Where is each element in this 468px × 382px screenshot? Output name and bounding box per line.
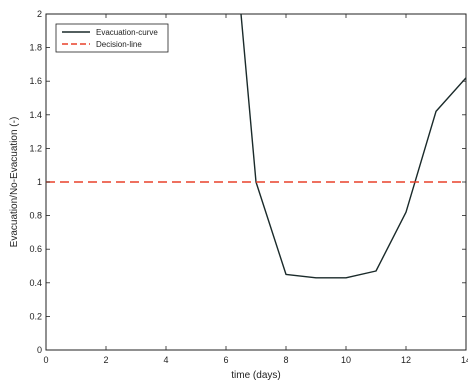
y-tick-label: 0.4: [29, 278, 42, 288]
x-tick-label: 2: [103, 355, 108, 365]
x-tick-label: 8: [283, 355, 288, 365]
y-tick-label: 1.8: [29, 43, 42, 53]
series-layer: [46, 14, 466, 279]
y-tick-label: 1.4: [29, 110, 42, 120]
y-tick-label: 0.2: [29, 311, 42, 321]
legend: Evacuation-curve Decision-line: [55, 23, 169, 53]
legend-label-decision-line: Decision-line: [96, 40, 142, 49]
series-line-evacuation-curve: [240, 14, 466, 279]
x-tick-label: 12: [401, 355, 411, 365]
y-axis-ticks: 0 0.2 0.4 0.6 0.8 1 1.2 1.4 1.6 1.8 2: [29, 9, 466, 355]
x-tick-label: 10: [341, 355, 351, 365]
x-axis-ticks: 0 2 4 6 8 10 12 14: [43, 14, 468, 365]
legend-box: [55, 23, 169, 53]
y-tick-label: 1: [37, 177, 42, 187]
y-axis-label: Evacuation/No-Evacuation (-): [9, 117, 20, 248]
legend-label-evacuation-curve: Evacuation-curve: [96, 28, 158, 37]
x-axis-label: time (days): [231, 370, 280, 381]
y-tick-label: 1.6: [29, 76, 42, 86]
x-tick-label: 6: [223, 355, 228, 365]
x-tick-label: 0: [43, 355, 48, 365]
x-tick-label: 14: [461, 355, 468, 365]
y-tick-label: 0.8: [29, 211, 42, 221]
y-tick-label: 2: [37, 9, 42, 19]
y-tick-label: 0.6: [29, 244, 42, 254]
y-tick-label: 1.2: [29, 143, 42, 153]
y-tick-label: 0: [37, 345, 42, 355]
x-tick-label: 4: [163, 355, 168, 365]
